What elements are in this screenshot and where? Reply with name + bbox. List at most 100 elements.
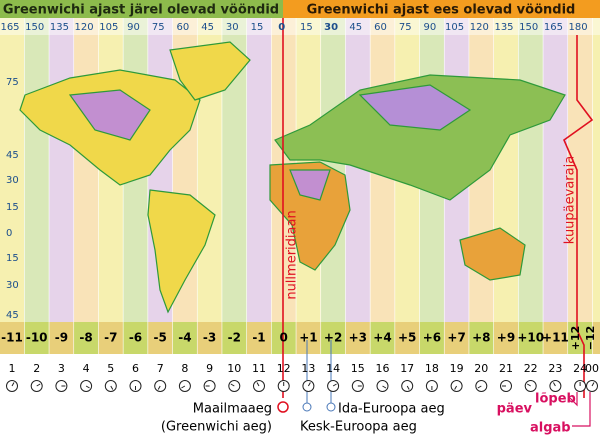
longitude-label: 135 xyxy=(50,22,69,33)
hour-label: 10 xyxy=(227,362,241,375)
prime-meridian-label: nullmeridiaan xyxy=(285,210,300,299)
zone-cell xyxy=(246,322,272,354)
zone-label: +8 xyxy=(472,331,490,345)
latitude-label: 30 xyxy=(6,280,19,291)
ends-label: lõpeb xyxy=(535,392,576,407)
clock-hand xyxy=(181,385,186,389)
zone-cell xyxy=(197,322,222,354)
longitude-label: 120 xyxy=(470,22,489,33)
hour-label: 8 xyxy=(181,362,188,375)
zone-label: −12 xyxy=(584,326,597,351)
map-stripe xyxy=(592,18,600,322)
continents xyxy=(19,41,566,314)
zone-cell xyxy=(221,322,247,354)
hour-label: 12 xyxy=(277,362,291,375)
zone-label: +1 xyxy=(299,331,317,345)
longitude-row xyxy=(0,18,600,35)
hour-label: 21 xyxy=(499,362,513,375)
clock-hand xyxy=(11,382,15,387)
longitude-label: 0 xyxy=(278,22,285,33)
utc-label-2: (Greenwichi aeg) xyxy=(161,420,272,435)
hour-label: 24 xyxy=(573,362,587,375)
longitude-label: 165 xyxy=(0,22,19,33)
clock-hand xyxy=(36,383,41,387)
map-stripe xyxy=(543,18,568,322)
zone-label: -5 xyxy=(154,331,167,345)
zone-cell xyxy=(345,322,371,354)
longitude-label: 60 xyxy=(177,22,190,33)
clock-hand xyxy=(157,385,161,390)
cet-marker xyxy=(302,402,312,412)
longitude-label: 60 xyxy=(374,22,387,33)
longitude-label: 75 xyxy=(399,22,412,33)
map-stripe xyxy=(73,18,99,322)
zone-label: -2 xyxy=(228,331,241,345)
hour-label: 18 xyxy=(425,362,439,375)
date-line-label: kuupäevaraja xyxy=(563,156,578,244)
clock-hand xyxy=(256,382,260,387)
zone-cell xyxy=(419,322,445,354)
hour-label: 23 xyxy=(548,362,562,375)
clock-hand xyxy=(85,385,90,389)
hour-label: 16 xyxy=(376,362,390,375)
clock-hand xyxy=(454,385,458,390)
header-right-bg xyxy=(283,0,600,18)
zone-cell xyxy=(123,322,148,354)
zone-cell xyxy=(172,322,198,354)
zone-cell xyxy=(468,322,494,354)
zone-label: +4 xyxy=(373,331,391,345)
hour-label: 1 xyxy=(9,362,16,375)
longitude-label: 105 xyxy=(99,22,118,33)
zone-label: +9 xyxy=(497,331,515,345)
latitude-label: 75 xyxy=(6,77,19,88)
zone-cell xyxy=(320,322,346,354)
map-stripe xyxy=(518,18,544,322)
ends-pointer xyxy=(569,392,578,407)
map-stripe xyxy=(567,18,593,322)
clock-hand xyxy=(406,385,410,390)
hour-label: 3 xyxy=(58,362,65,375)
zone-label: 0 xyxy=(280,331,288,345)
longitude-label: 120 xyxy=(75,22,94,33)
clock-hand xyxy=(332,383,337,387)
hour-label: 14 xyxy=(326,362,340,375)
longitude-label: 180 xyxy=(569,22,588,33)
zone-cell xyxy=(24,322,50,354)
clock-hand xyxy=(552,382,556,387)
zone-cell xyxy=(296,322,321,354)
latitude-label: 45 xyxy=(6,150,19,161)
longitude-label: 15 xyxy=(251,22,264,33)
zone-cell xyxy=(0,322,25,354)
zone-cell xyxy=(98,322,124,354)
zone-label: -1 xyxy=(252,331,265,345)
longitude-label: 45 xyxy=(349,22,362,33)
header-left-bg xyxy=(0,0,283,18)
latitude-label: 0 xyxy=(6,228,12,239)
zone-label: +2 xyxy=(324,331,342,345)
zone-label: +10 xyxy=(517,331,544,345)
zone-label: -7 xyxy=(104,331,117,345)
hour-label: 9 xyxy=(206,362,213,375)
latitude-label: 30 xyxy=(6,175,19,186)
zone-cell xyxy=(444,322,469,354)
zone-label: +11 xyxy=(542,331,569,345)
header-left: Greenwichi ajast järel olevad vööndid xyxy=(3,3,279,18)
zone-label: -9 xyxy=(55,331,68,345)
longitude-label: 45 xyxy=(201,22,214,33)
zone-label: -8 xyxy=(79,331,92,345)
longitude-label: 150 xyxy=(519,22,538,33)
longitude-label: 105 xyxy=(445,22,464,33)
header-right: Greenwichi ajast ees olevad vööndid xyxy=(307,3,576,18)
hour-label: 13 xyxy=(301,362,315,375)
zone-label: -6 xyxy=(129,331,142,345)
map-stripe xyxy=(0,18,25,322)
zone-label: -11 xyxy=(1,331,23,345)
clock-hand xyxy=(110,385,114,390)
latitude-label: 45 xyxy=(6,310,19,321)
clock-hand xyxy=(307,382,311,387)
hour-label: 5 xyxy=(107,362,114,375)
longitude-label: 30 xyxy=(324,22,338,33)
map-stripe xyxy=(49,18,74,322)
zone-label: -10 xyxy=(26,331,48,345)
longitude-label: 15 xyxy=(300,22,313,33)
